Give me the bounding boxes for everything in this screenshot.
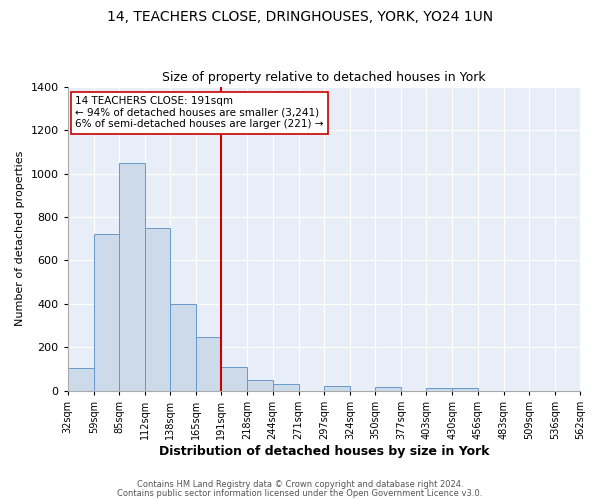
Bar [272, 384, 299, 390]
Bar [452, 388, 478, 390]
Bar [94, 234, 119, 390]
Text: 14 TEACHERS CLOSE: 191sqm
← 94% of detached houses are smaller (3,241)
6% of sem: 14 TEACHERS CLOSE: 191sqm ← 94% of detac… [76, 96, 324, 130]
Bar [375, 388, 401, 390]
Bar [170, 304, 196, 390]
Text: Contains public sector information licensed under the Open Government Licence v3: Contains public sector information licen… [118, 488, 482, 498]
Bar [427, 388, 452, 390]
Y-axis label: Number of detached properties: Number of detached properties [15, 151, 25, 326]
Bar [119, 163, 145, 390]
Text: Contains HM Land Registry data © Crown copyright and database right 2024.: Contains HM Land Registry data © Crown c… [137, 480, 463, 489]
Bar [247, 380, 272, 390]
Bar [196, 338, 221, 390]
Bar [221, 366, 247, 390]
Title: Size of property relative to detached houses in York: Size of property relative to detached ho… [162, 72, 485, 85]
Text: 14, TEACHERS CLOSE, DRINGHOUSES, YORK, YO24 1UN: 14, TEACHERS CLOSE, DRINGHOUSES, YORK, Y… [107, 10, 493, 24]
X-axis label: Distribution of detached houses by size in York: Distribution of detached houses by size … [158, 444, 489, 458]
Bar [324, 386, 350, 390]
Bar [145, 228, 170, 390]
Bar [68, 368, 94, 390]
